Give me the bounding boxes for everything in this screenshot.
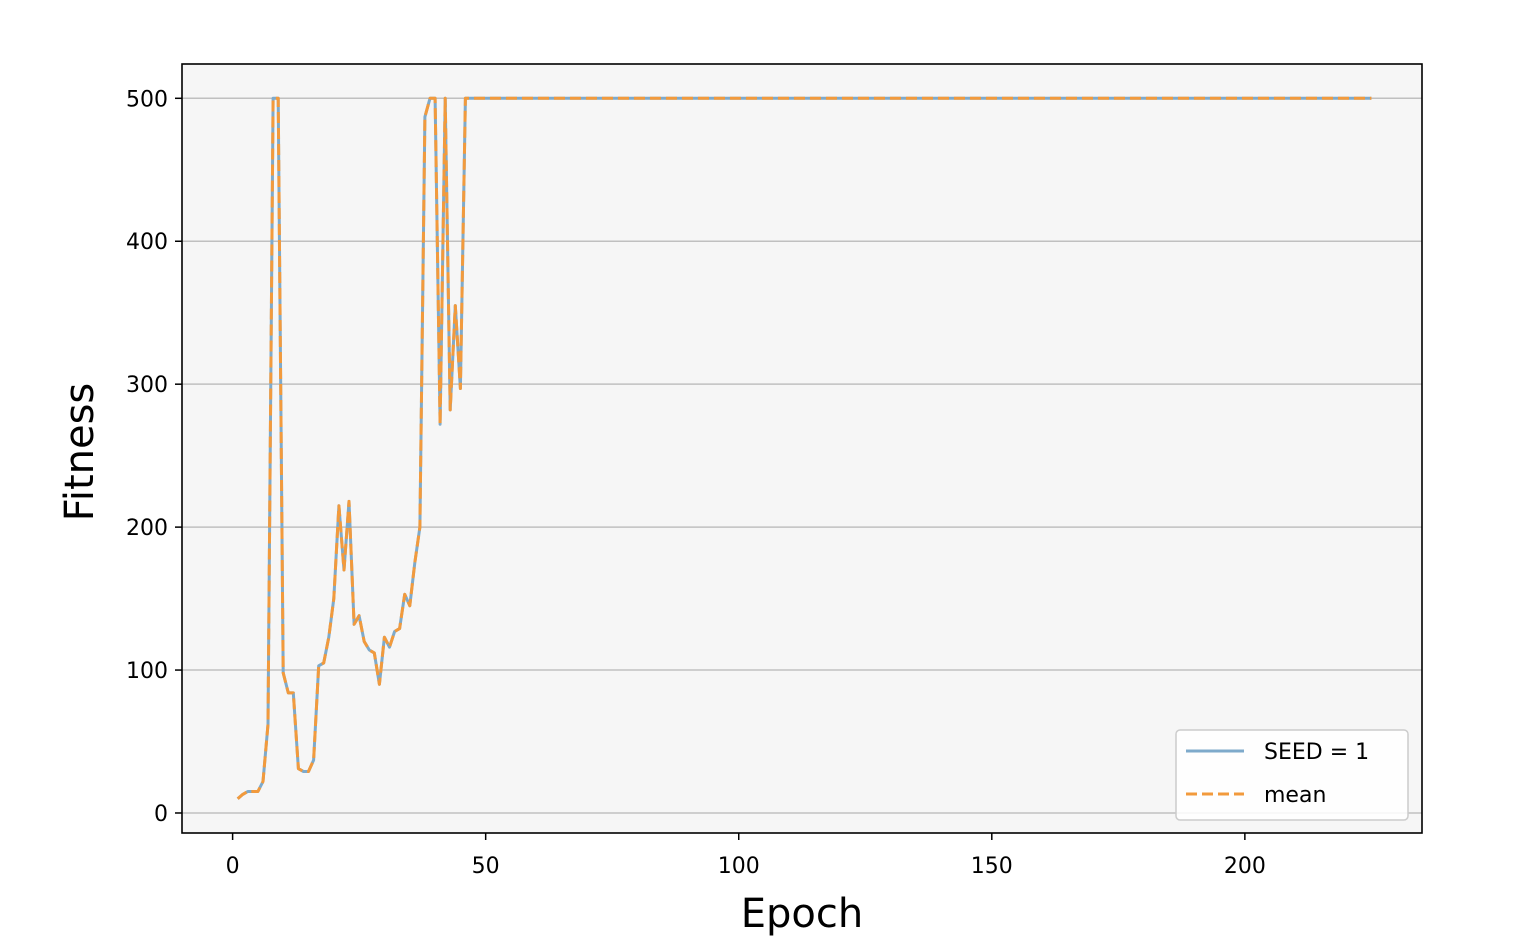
y-tick-label-500: 500 <box>126 87 168 112</box>
y-axis: 0 100 200 300 400 500 <box>126 87 182 827</box>
y-tick-label-300: 300 <box>126 373 168 398</box>
y-axis-title: Fitness <box>57 383 103 522</box>
plot-background <box>182 64 1422 833</box>
x-tick-label-200: 200 <box>1224 854 1266 879</box>
series-line-mean <box>236 96 1372 800</box>
legend-label-seed-1: SEED = 1 <box>1264 740 1369 765</box>
legend: SEED = 1 mean <box>1175 729 1409 821</box>
legend-label-mean: mean <box>1264 783 1326 808</box>
x-tick-label-50: 50 <box>472 854 500 879</box>
x-axis: 0 50 100 150 200 <box>226 833 1266 879</box>
plot-frame <box>181 63 1423 834</box>
y-tick-label-0: 0 <box>154 802 168 827</box>
y-tick-label-400: 400 <box>126 230 168 255</box>
y-tick-label-100: 100 <box>126 659 168 684</box>
series-lines <box>236 96 1372 800</box>
x-tick-label-0: 0 <box>226 854 240 879</box>
x-tick-label-100: 100 <box>718 854 760 879</box>
x-tick-label-150: 150 <box>971 854 1013 879</box>
y-tick-label-200: 200 <box>126 516 168 541</box>
x-axis-title: Epoch <box>741 891 863 937</box>
